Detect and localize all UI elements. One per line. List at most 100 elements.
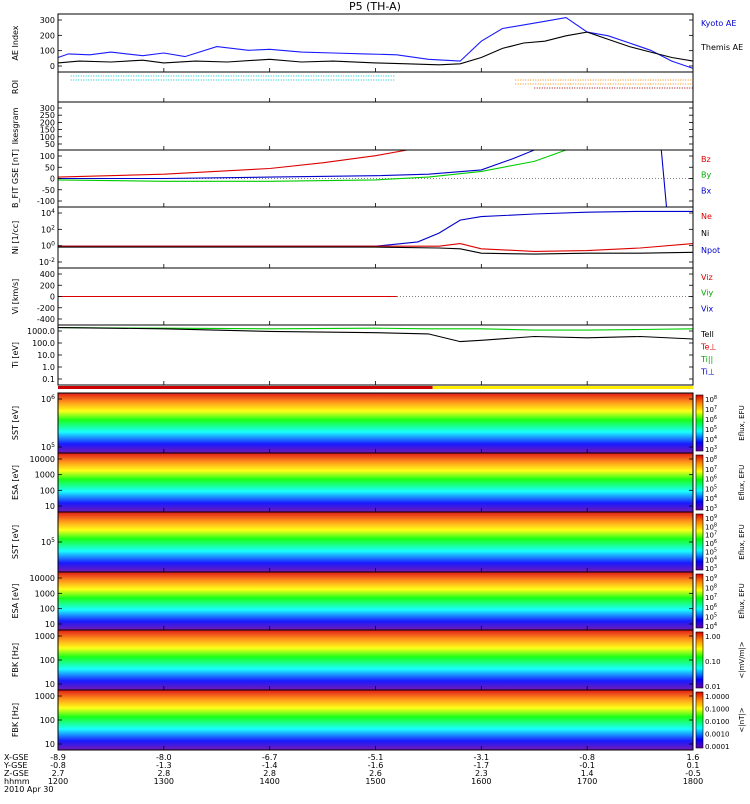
panel-density-legend-item: Ne xyxy=(701,212,712,221)
panel-esa-electron-spectrogram xyxy=(58,572,693,630)
panel-fbk-e-ytick-label: 10 xyxy=(45,680,55,689)
panel-kesgram-ytick-label: 100 xyxy=(40,133,55,142)
panel-fbk-e-ytick-label: 1000 xyxy=(35,632,55,641)
panel-esa-ion-colorbar-tick: 103 xyxy=(705,504,717,513)
panel-fbk-e-colorbar-tick: 1.00 xyxy=(705,633,721,641)
panel-velocity-ytick-label: 0 xyxy=(50,293,55,302)
plot-title: P5 (TH-A) xyxy=(349,0,401,13)
panel-fbk-b-spectrogram xyxy=(58,690,693,750)
xaxis-row-label: hhmm xyxy=(4,777,30,786)
panel-ae-ytick-label: 0 xyxy=(50,62,55,71)
series-ne-line xyxy=(58,243,694,252)
panel-esa-ion-colorbar xyxy=(695,454,704,511)
xaxis-value: 2.6 xyxy=(369,769,382,778)
panel-fbk-b-colorbar-tick: 1.0000 xyxy=(705,693,730,701)
panel-sst-electron-colorbar-tick: 107 xyxy=(705,531,717,540)
panel-ae-ytick-label: 200 xyxy=(40,31,55,40)
panel-bfit-legend-item: By xyxy=(701,171,711,180)
panel-esa-electron-ytick-label: 10 xyxy=(45,620,55,629)
panel-sst-electron-colorbar-tick: 105 xyxy=(705,547,717,556)
xaxis-value: -8.9 xyxy=(50,753,66,762)
xaxis-value: 1300 xyxy=(154,777,174,786)
series-tell-line xyxy=(57,327,694,343)
panel-roi-background xyxy=(58,72,693,102)
panel-fbk-b-colorbar-label: <|nT|> xyxy=(738,707,746,732)
panel-velocity-ylabel: Vi [km/s] xyxy=(11,279,20,315)
xaxis-value: -1.6 xyxy=(368,761,384,770)
xaxis-value: 1600 xyxy=(471,777,491,786)
panel-fbk-b-ytick-label: 1000 xyxy=(35,692,55,701)
panel-temperature-legend-item: Ti|| xyxy=(700,355,713,364)
panel-fbk-e-ylabel: FBK [Hz] xyxy=(11,643,20,677)
panel-sst-electron-colorbar-tick: 108 xyxy=(705,522,717,531)
panel-fbk-e-colorbar-tick: 0.10 xyxy=(705,658,721,666)
panel-fbk-e-colorbar-tick: 0.01 xyxy=(705,683,721,691)
xaxis-value: 1400 xyxy=(259,777,279,786)
panel-ae-ytick-label: 300 xyxy=(40,16,55,25)
xaxis-row-label: Z-GSE xyxy=(4,769,29,778)
xaxis-value: 2.3 xyxy=(475,769,488,778)
panel-fbk-b-colorbar-tick: 0.1000 xyxy=(705,706,730,714)
panel-esa-ion-colorbar-label: Eflux, EFU xyxy=(738,465,746,500)
panel-density-ytick-label: 100 xyxy=(41,241,55,251)
panel-sst-electron-colorbar-tick: 103 xyxy=(705,564,717,573)
panel-esa-ion-ylabel: ESA [eV] xyxy=(11,465,20,500)
panel-temperature-legend-item: Te⊥ xyxy=(700,343,716,352)
panel-fbk-b-ytick-label: 100 xyxy=(40,716,55,725)
panel-esa-electron-colorbar-tick: 104 xyxy=(705,622,717,631)
panel-esa-electron-colorbar-tick: 106 xyxy=(705,603,717,612)
xaxis-value: 1.6 xyxy=(687,753,700,762)
xaxis-value: 1800 xyxy=(683,777,703,786)
panel-esa-ion-ytick-label: 100 xyxy=(40,486,55,495)
panel-fbk-e-colorbar xyxy=(695,631,704,689)
panel-esa-ion-ytick-label: 10000 xyxy=(30,455,55,464)
xaxis-value: 0.1 xyxy=(687,761,700,770)
panel-temperature-legend-item: Tell xyxy=(700,330,714,339)
xaxis-value: 1200 xyxy=(48,777,68,786)
panel-esa-electron-colorbar-label: Eflux, EFU xyxy=(738,583,746,618)
panel-sst-ion-colorbar-tick: 103 xyxy=(705,445,717,454)
panel-velocity-ytick-label: -400 xyxy=(37,315,55,324)
panel-sst-ion-colorbar-tick: 108 xyxy=(705,395,717,404)
panel-fbk-b-ylabel: FBK [Hz] xyxy=(11,703,20,737)
series-themisae-line xyxy=(57,31,694,66)
xaxis-value: -5.1 xyxy=(368,753,384,762)
xaxis-value: 2.8 xyxy=(157,769,170,778)
xaxis-value: -3.1 xyxy=(474,753,490,762)
xaxis-value: -0.8 xyxy=(50,761,66,770)
panel-temperature-background xyxy=(58,325,693,385)
panel-esa-electron-ytick-label: 100 xyxy=(40,605,55,614)
panel-fbk-b-colorbar xyxy=(695,691,704,749)
panel-temperature-ytick-label: 1.0 xyxy=(42,363,55,372)
panel-ae-ytick-label: 100 xyxy=(40,47,55,56)
panel-esa-electron-ylabel: ESA [eV] xyxy=(11,584,20,619)
panel-density-ylabel: Ni [1/cc] xyxy=(11,221,20,255)
panel-sst-electron-colorbar-tick: 109 xyxy=(705,514,717,523)
panel-temperature-ytick-label: 1000.0 xyxy=(27,327,55,336)
xaxis-value: 2.8 xyxy=(263,769,276,778)
panel-bfit-ytick-label: 100 xyxy=(40,152,55,161)
xaxis-value: 1500 xyxy=(365,777,385,786)
panel-fbk-b-colorbar-tick: 0.0001 xyxy=(705,743,730,751)
panel-bfit-legend-item: Bx xyxy=(701,186,711,195)
panel-sst-ion-ylabel: SST [eV] xyxy=(11,406,20,440)
xaxis-value: 1700 xyxy=(577,777,597,786)
panel-velocity-legend-item: Viz xyxy=(701,273,713,282)
panel-sst-ion-ytick-label: 106 xyxy=(41,394,55,404)
xaxis-value: -0.8 xyxy=(579,753,595,762)
panel-fbk-e-colorbar-label: <|mV/m|> xyxy=(738,641,746,678)
panel-temperature-ylabel: Ti [eV] xyxy=(11,342,20,369)
panel-esa-electron-ytick-label: 10000 xyxy=(30,574,55,583)
series-bz-line xyxy=(57,149,408,178)
panel-sst-ion-colorbar-tick: 107 xyxy=(705,405,717,414)
panel-sst-electron-spectrogram xyxy=(58,512,693,572)
panel-density-legend-item: Ni xyxy=(701,229,709,238)
panel-velocity-legend-item: Vix xyxy=(701,304,714,313)
panel-temperature-ytick-label: 0.1 xyxy=(42,375,55,384)
panel-sst-ion-colorbar-tick: 105 xyxy=(705,425,717,434)
xaxis-row-label: Y-GSE xyxy=(3,761,27,770)
panel-kesgram-ytick-label: 300 xyxy=(40,104,55,113)
